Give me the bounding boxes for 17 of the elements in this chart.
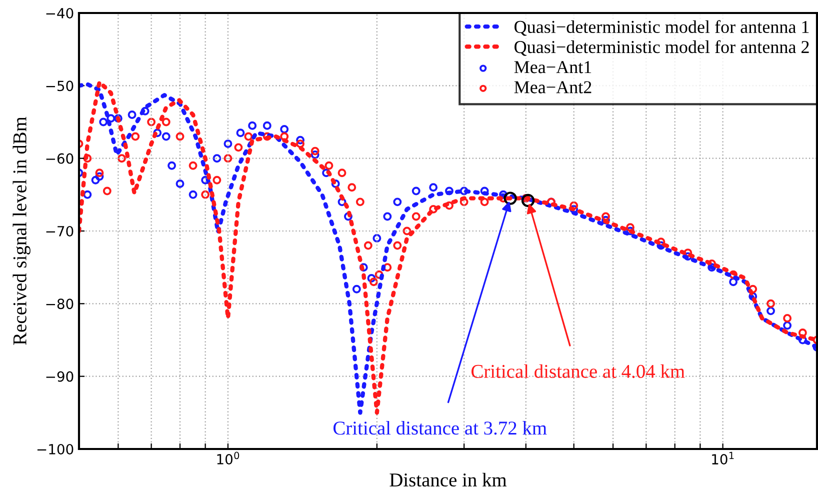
legend-label: Quasi−deterministic model for antenna 2 — [514, 40, 809, 56]
x-axis-title: Distance in km — [390, 472, 507, 487]
annotation: Critical distance at 4.04 km — [472, 364, 685, 378]
annotation: Critical distance at 3.72 km — [333, 421, 547, 435]
legend-label: Mea−Ant2 — [514, 81, 592, 94]
y-tick-label: −60 — [46, 153, 74, 164]
y-tick-label: −90 — [46, 371, 74, 382]
legend-label: Quasi−deterministic model for antenna 1 — [514, 20, 809, 36]
x-tick-label: 10$^{0}$ — [217, 452, 240, 465]
y-tick-label: −70 — [46, 226, 74, 236]
y-tick-label: −80 — [46, 298, 74, 310]
y-axis-title: Received signal level in dBm — [12, 116, 30, 345]
y-tick-label: −40 — [46, 8, 74, 18]
legend-label: Mea−Ant1 — [514, 61, 592, 74]
x-tick-label: 10$^{1}$ — [712, 452, 734, 465]
y-tick-label: −100 — [37, 444, 74, 454]
y-tick-label: −50 — [46, 80, 74, 92]
